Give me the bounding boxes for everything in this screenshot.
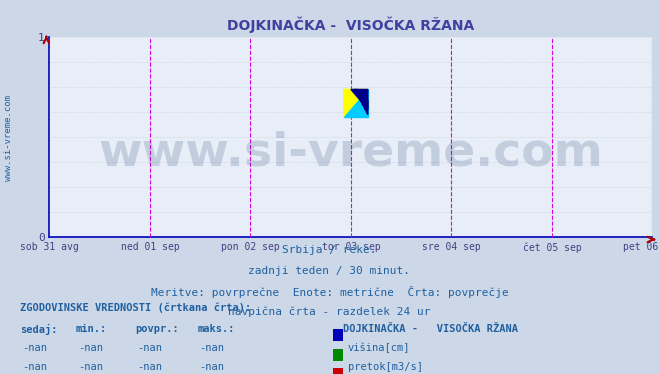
Text: navpična črta - razdelek 24 ur: navpična črta - razdelek 24 ur — [228, 307, 431, 317]
Text: -nan: -nan — [137, 362, 162, 373]
Polygon shape — [351, 89, 368, 109]
Title: DOJKINAČKA -  VISOČKA RŽANA: DOJKINAČKA - VISOČKA RŽANA — [227, 17, 474, 33]
Text: www.si-vreme.com: www.si-vreme.com — [99, 131, 603, 176]
Text: min.:: min.: — [76, 324, 107, 334]
Text: povpr.:: povpr.: — [135, 324, 179, 334]
Text: -nan: -nan — [200, 362, 225, 373]
Text: višina[cm]: višina[cm] — [348, 343, 411, 353]
Text: -nan: -nan — [78, 343, 103, 353]
Text: DOJKINAČKA -   VISOČKA RŽANA: DOJKINAČKA - VISOČKA RŽANA — [343, 324, 518, 334]
Text: Srbija / reke.: Srbija / reke. — [282, 245, 377, 255]
Text: www.si-vreme.com: www.si-vreme.com — [4, 95, 13, 181]
Text: -nan: -nan — [22, 362, 47, 373]
Text: pretok[m3/s]: pretok[m3/s] — [348, 362, 423, 373]
Polygon shape — [355, 89, 368, 115]
Polygon shape — [344, 89, 368, 117]
Text: zadnji teden / 30 minut.: zadnji teden / 30 minut. — [248, 266, 411, 276]
Text: ZGODOVINSKE VREDNOSTI (črtkana črta):: ZGODOVINSKE VREDNOSTI (črtkana črta): — [20, 303, 251, 313]
Text: -nan: -nan — [78, 362, 103, 373]
Text: -nan: -nan — [137, 343, 162, 353]
Text: maks.:: maks.: — [198, 324, 235, 334]
Text: sedaj:: sedaj: — [20, 324, 57, 334]
Text: -nan: -nan — [200, 343, 225, 353]
Text: -nan: -nan — [22, 343, 47, 353]
Polygon shape — [344, 89, 368, 117]
Text: Meritve: povrprečne  Enote: metrične  Črta: povprečje: Meritve: povrprečne Enote: metrične Črta… — [151, 286, 508, 298]
